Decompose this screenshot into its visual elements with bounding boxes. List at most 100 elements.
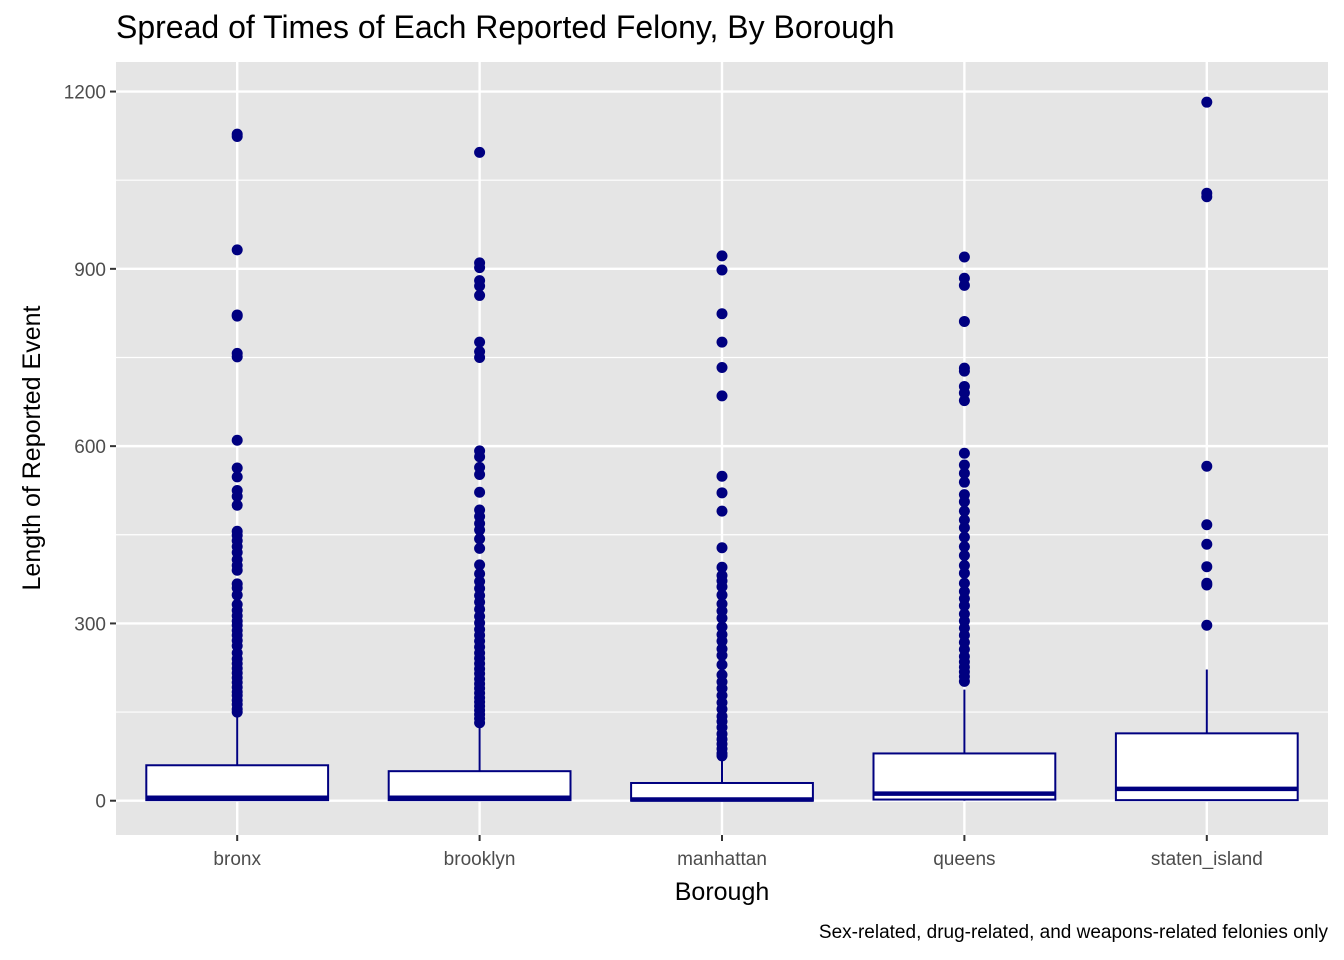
y-tick-label: 900 (74, 260, 106, 281)
outlier-point (231, 351, 243, 363)
outlier-point (1201, 460, 1213, 472)
boxplots (145, 96, 1299, 802)
outlier-point (716, 362, 728, 374)
outlier-point (716, 659, 728, 671)
boxplot-brooklyn (387, 146, 572, 802)
outlier-point (958, 514, 970, 526)
outlier-point (958, 447, 970, 459)
outlier-point (716, 649, 728, 661)
outlier-point (474, 469, 486, 481)
outlier-point (958, 387, 970, 399)
outlier-point (716, 250, 728, 262)
outlier-point (474, 289, 486, 301)
y-tick-label: 1200 (64, 83, 106, 104)
x-tick-label-manhattan: manhattan (677, 849, 767, 870)
outlier-point (958, 505, 970, 517)
outlier-point (231, 471, 243, 483)
x-axis: bronx brooklyn manhattan queens staten_islan… (213, 835, 1263, 870)
outlier-point (958, 315, 970, 327)
outlier-point (716, 750, 728, 762)
outlier-point (716, 581, 728, 593)
y-axis: 0 300 600 900 1200 (64, 83, 116, 813)
outlier-point (958, 395, 970, 407)
boxplot-staten_island (1114, 96, 1299, 802)
chart-caption: Sex-related, drug-related, and weapons-r… (819, 922, 1329, 943)
outlier-point (1201, 579, 1213, 591)
boxplot-bronx (145, 128, 330, 802)
outlier-point (1201, 561, 1213, 573)
outlier-point (231, 564, 243, 576)
outlier-point (716, 621, 728, 633)
outlier-point (716, 308, 728, 320)
outlier-point (474, 533, 486, 545)
outlier-point (716, 470, 728, 482)
outlier-point (958, 496, 970, 508)
outlier-point (958, 476, 970, 488)
outlier-point (716, 264, 728, 276)
outlier-point (716, 390, 728, 402)
outlier-point (474, 336, 486, 348)
outlier-point (716, 336, 728, 348)
boxplot-manhattan (630, 250, 814, 802)
outlier-point (716, 589, 728, 601)
outlier-point (231, 310, 243, 322)
y-tick-label: 600 (74, 437, 106, 458)
outlier-point (474, 717, 486, 729)
outlier-point (1201, 538, 1213, 550)
outlier-point (474, 451, 486, 463)
outlier-point (231, 490, 243, 502)
x-tick-label-brooklyn: brooklyn (444, 849, 516, 870)
outlier-point (231, 706, 243, 718)
y-tick-label: 0 (95, 792, 106, 813)
outlier-point (1201, 96, 1213, 108)
y-tick-label: 300 (74, 614, 106, 635)
outlier-point (958, 549, 970, 561)
outlier-point (958, 459, 970, 471)
outlier-point (474, 568, 486, 580)
outlier-point (958, 541, 970, 553)
x-tick-label-queens: queens (933, 849, 995, 870)
outlier-point (716, 561, 728, 573)
outlier-point (958, 567, 970, 579)
outlier-point (716, 505, 728, 517)
outlier-point (958, 279, 970, 291)
outlier-point (1201, 191, 1213, 203)
outlier-point (474, 351, 486, 363)
outlier-point (716, 635, 728, 647)
x-tick-label-staten_island: staten_island (1151, 849, 1263, 870)
outlier-point (474, 280, 486, 292)
outlier-point (958, 467, 970, 479)
box-iqr (387, 770, 572, 802)
box-iqr (145, 764, 330, 802)
outlier-point (1201, 619, 1213, 631)
outlier-point (231, 589, 243, 601)
outlier-point (231, 434, 243, 446)
outlier-point (958, 522, 970, 534)
outlier-point (958, 251, 970, 263)
outlier-point (231, 244, 243, 256)
outlier-point (716, 542, 728, 554)
outlier-point (716, 487, 728, 499)
outlier-point (474, 524, 486, 536)
outlier-point (958, 560, 970, 572)
outlier-point (958, 531, 970, 543)
outlier-point (231, 499, 243, 511)
outlier-point (231, 130, 243, 142)
outlier-point (474, 486, 486, 498)
outlier-point (474, 146, 486, 158)
outlier-point (474, 559, 486, 571)
x-tick-label-bronx: bronx (213, 849, 261, 870)
outlier-point (1201, 519, 1213, 531)
x-axis-title: Borough (675, 878, 770, 906)
outlier-point (474, 542, 486, 554)
chart-title: Spread of Times of Each Reported Felony,… (116, 9, 895, 45)
outlier-point (958, 675, 970, 687)
outlier-point (716, 612, 728, 624)
outlier-point (958, 577, 970, 589)
outlier-point (958, 600, 970, 612)
outlier-point (231, 462, 243, 474)
outlier-point (474, 262, 486, 274)
outlier-point (958, 365, 970, 377)
boxplot-queens (872, 251, 1057, 801)
